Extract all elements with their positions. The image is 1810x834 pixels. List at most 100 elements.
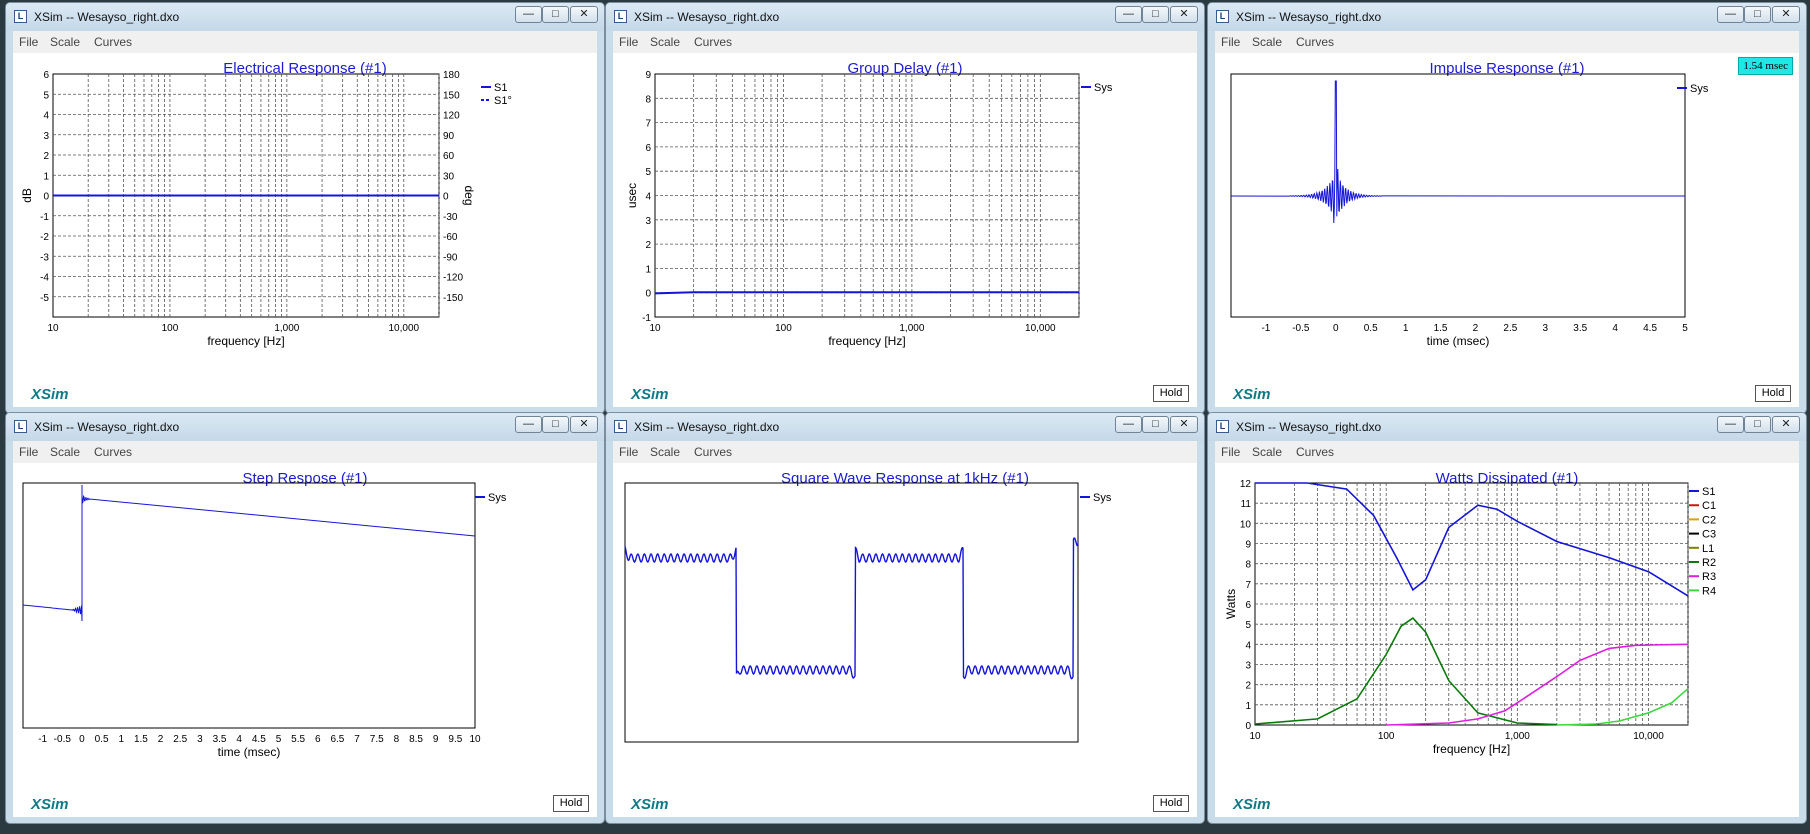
- x-tick-label: 3: [1543, 323, 1549, 334]
- hold-button[interactable]: Hold: [1153, 795, 1189, 812]
- y-tick-label: -4: [40, 273, 49, 284]
- x-tick-label: 10,000: [389, 323, 420, 334]
- close-button[interactable]: ✕: [1772, 6, 1800, 23]
- close-button[interactable]: ✕: [570, 416, 598, 433]
- x-tick-label: 0: [79, 734, 85, 745]
- minimize-button[interactable]: —: [515, 6, 542, 23]
- y2-tick-label: 120: [443, 111, 460, 122]
- xsim-window-1[interactable]: L XSim -- Wesayso_right.dxo — □ ✕ File S…: [5, 2, 605, 414]
- menu-scale[interactable]: Scale: [50, 445, 81, 459]
- menu-curves[interactable]: Curves: [94, 445, 133, 459]
- minimize-button[interactable]: —: [1115, 6, 1142, 23]
- y-tick-label: 6: [43, 70, 49, 81]
- curve-r2: [1254, 617, 1557, 726]
- menu-curves[interactable]: Curves: [94, 35, 133, 49]
- maximize-button[interactable]: □: [1744, 416, 1771, 433]
- legend-entry: Sys: [488, 492, 507, 504]
- y-tick-label: 2: [645, 240, 651, 251]
- menu-scale[interactable]: Scale: [650, 35, 681, 49]
- legend-entry: S1: [1702, 486, 1715, 498]
- y-tick-label: 2: [1245, 681, 1251, 692]
- menu-file[interactable]: File: [1221, 35, 1241, 49]
- legend-entry: Sys: [1094, 82, 1113, 94]
- y-tick-label: 0: [1245, 721, 1251, 732]
- menu-curves[interactable]: Curves: [1296, 445, 1335, 459]
- title-bar[interactable]: L XSim -- Wesayso_right.dxo — □ ✕: [1208, 413, 1806, 441]
- menu-curves[interactable]: Curves: [1296, 35, 1335, 49]
- legend-entry: R2: [1702, 557, 1716, 569]
- close-button[interactable]: ✕: [1170, 6, 1198, 23]
- y2-tick-label: -90: [443, 252, 458, 263]
- menu-bar: File Scale Curves: [1215, 31, 1799, 54]
- y-tick-label: 6: [645, 143, 651, 154]
- legend-entry: S1°: [494, 95, 512, 107]
- title-bar[interactable]: L XSim -- Wesayso_right.dxo — □ ✕: [606, 3, 1204, 31]
- menu-file[interactable]: File: [1221, 445, 1241, 459]
- close-button[interactable]: ✕: [1170, 416, 1198, 433]
- menu-scale[interactable]: Scale: [1252, 35, 1283, 49]
- y-tick-label: -1: [40, 212, 49, 223]
- menu-scale[interactable]: Scale: [50, 35, 81, 49]
- hold-button[interactable]: Hold: [1153, 385, 1189, 402]
- y-tick-label: 7: [645, 119, 651, 130]
- close-button[interactable]: ✕: [1772, 416, 1800, 433]
- plot-area: Group Delay (#1) 9 8 7 6 5 4 3 2 1 0 -1 10 100 1,000 1…: [613, 53, 1197, 407]
- xsim-window-3[interactable]: L XSim -- Wesayso_right.dxo — □ ✕ File S…: [1207, 2, 1807, 414]
- menu-file[interactable]: File: [619, 35, 639, 49]
- y-tick-label: -1: [642, 313, 651, 324]
- x-tick-label: 6: [315, 734, 321, 745]
- title-bar[interactable]: L XSim -- Wesayso_right.dxo — □ ✕: [6, 3, 604, 31]
- plot-title: Impulse Response (#1): [1429, 60, 1585, 77]
- title-bar[interactable]: L XSim -- Wesayso_right.dxo — □ ✕: [1208, 3, 1806, 31]
- close-button[interactable]: ✕: [570, 6, 598, 23]
- hold-button[interactable]: Hold: [1755, 385, 1791, 402]
- title-bar[interactable]: L XSim -- Wesayso_right.dxo — □ ✕: [606, 413, 1204, 441]
- x-tick-label: 5: [276, 734, 282, 745]
- y-axis-label: usec: [625, 183, 639, 208]
- menu-bar: File Scale Curves: [1215, 441, 1799, 464]
- y2-tick-label: 30: [443, 171, 455, 182]
- app-icon: L: [614, 10, 627, 23]
- menu-file[interactable]: File: [19, 445, 39, 459]
- y-tick-label: 0: [645, 289, 651, 300]
- title-bar[interactable]: L XSim -- Wesayso_right.dxo — □ ✕: [6, 413, 604, 441]
- minimize-button[interactable]: —: [515, 416, 542, 433]
- xsim-brand: XSim: [631, 386, 669, 403]
- plot-area: Square Wave Response at 1kHz (#1) Sys XS…: [613, 463, 1197, 817]
- curve-r3: [1386, 643, 1689, 726]
- x-tick-label: 1,000: [274, 323, 299, 334]
- hold-button[interactable]: Hold: [553, 795, 589, 812]
- legend-entry: C2: [1702, 514, 1716, 526]
- maximize-button[interactable]: □: [542, 416, 569, 433]
- window-title: XSim -- Wesayso_right.dxo: [634, 420, 780, 434]
- y2-tick-label: 0: [443, 192, 449, 203]
- maximize-button[interactable]: □: [1142, 6, 1169, 23]
- x-tick-label: 4: [236, 734, 242, 745]
- menu-scale[interactable]: Scale: [1252, 445, 1283, 459]
- xsim-window-4[interactable]: L XSim -- Wesayso_right.dxo — □ ✕ File S…: [5, 412, 605, 824]
- x-tick-label: 0: [1333, 323, 1339, 334]
- maximize-button[interactable]: □: [542, 6, 569, 23]
- maximize-button[interactable]: □: [1744, 6, 1771, 23]
- menu-file[interactable]: File: [19, 35, 39, 49]
- y-tick-label: 11: [1241, 499, 1252, 510]
- minimize-button[interactable]: —: [1115, 416, 1142, 433]
- xsim-window-6[interactable]: L XSim -- Wesayso_right.dxo — □ ✕ File S…: [1207, 412, 1807, 824]
- minimize-button[interactable]: —: [1717, 6, 1744, 23]
- y2-tick-label: 180: [443, 70, 460, 81]
- menu-curves[interactable]: Curves: [694, 445, 733, 459]
- plot-title: Electrical Response (#1): [223, 60, 387, 77]
- x-tick-label: -1: [1261, 323, 1270, 334]
- curve-sys: [1230, 80, 1686, 224]
- minimize-button[interactable]: —: [1717, 416, 1744, 433]
- menu-file[interactable]: File: [619, 445, 639, 459]
- xsim-window-5[interactable]: L XSim -- Wesayso_right.dxo — □ ✕ File S…: [605, 412, 1205, 824]
- xsim-window-2[interactable]: L XSim -- Wesayso_right.dxo — □ ✕ File S…: [605, 2, 1205, 414]
- y-tick-label: 4: [1245, 640, 1251, 651]
- plot-title: Group Delay (#1): [847, 60, 963, 77]
- menu-curves[interactable]: Curves: [694, 35, 733, 49]
- menu-scale[interactable]: Scale: [650, 445, 681, 459]
- maximize-button[interactable]: □: [1142, 416, 1169, 433]
